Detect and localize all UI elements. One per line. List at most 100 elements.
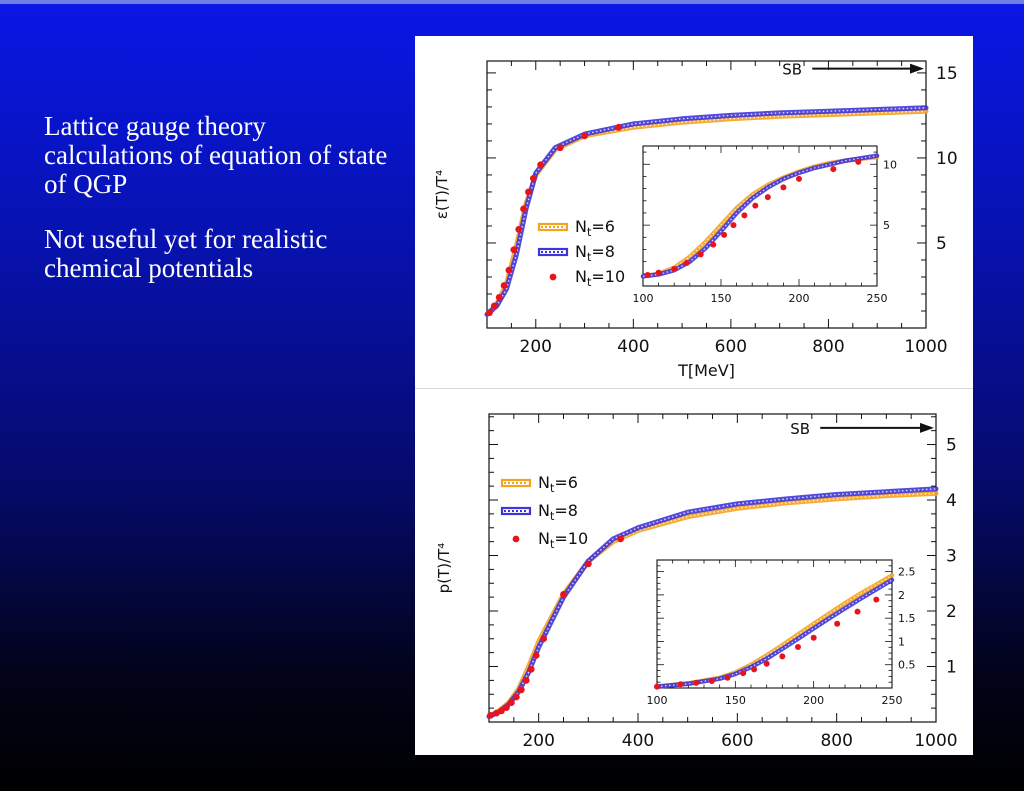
x-tick-label: 1000 (914, 731, 957, 751)
inset-frame (656, 559, 893, 689)
data-point-nt10 (505, 266, 513, 274)
x-tick-label: 600 (715, 337, 747, 357)
inset-point-nt10 (644, 272, 651, 279)
inset-point-nt10 (677, 681, 684, 688)
bullet-not-useful: Not useful yet for realistic chemical po… (44, 224, 328, 283)
x-tick-label: 800 (820, 731, 852, 751)
x-tick-label: 600 (721, 731, 753, 751)
x-tick-label: 400 (617, 337, 649, 357)
legend-swatch-nt10 (512, 535, 520, 543)
inset-x-tick-label: 100 (633, 292, 654, 305)
data-point-nt10 (617, 535, 625, 543)
legend-label: Nt=6 (538, 473, 578, 495)
slide-top-border (0, 0, 1024, 4)
inset-band-nt8 (654, 577, 895, 689)
legend-swatch-nt10 (549, 273, 557, 281)
inset-point-nt10 (693, 679, 700, 686)
inset-point-nt10 (708, 678, 715, 685)
inset-y-tick-label: 5 (883, 219, 890, 232)
figure-panel: 200 400 600 800 1000 5 10 15 T[MeV] ε(T)/T⁴ SB 100 1… (415, 36, 973, 755)
sb-arrow-head (910, 63, 924, 74)
inset-point-nt10 (741, 212, 748, 219)
inset-point-nt10 (730, 222, 737, 229)
inset-y-tick-label: 0.5 (898, 659, 916, 672)
y-tick-label: 5 (936, 234, 947, 254)
y-tick-label: 15 (936, 64, 958, 84)
inset-point-nt10 (655, 269, 662, 276)
inset-point-nt10 (796, 175, 802, 182)
data-point-nt10 (537, 161, 545, 169)
sb-annotation: SB (782, 61, 802, 79)
inset-point-nt10 (721, 231, 728, 238)
data-point-nt10 (556, 144, 564, 152)
data-point-nt10 (507, 699, 515, 706)
inset-point-nt10 (764, 194, 771, 201)
y-tick-label: 4 (946, 491, 957, 511)
data-point-nt10 (490, 302, 498, 310)
data-point-nt10 (487, 711, 494, 719)
data-point-nt10 (540, 635, 548, 643)
inset-x-tick-label: 250 (882, 694, 903, 707)
x-tick-label: 200 (520, 337, 552, 357)
series-hatch-nt8 (488, 488, 937, 718)
inset-point-nt10 (752, 202, 759, 209)
inset-y-tick-label: 2.5 (898, 566, 916, 579)
inset-point-nt10 (810, 634, 817, 641)
data-point-nt10 (486, 309, 493, 317)
data-point-nt10 (527, 665, 535, 673)
data-point-nt10 (525, 188, 532, 196)
legend-label: Nt=10 (575, 267, 625, 289)
inset-x-tick-label: 200 (789, 292, 810, 305)
inset-point-nt10 (710, 241, 717, 248)
x-tick-label: 200 (522, 731, 554, 751)
inset-hatch-nt8 (642, 155, 878, 277)
inset-point-nt10 (830, 166, 837, 173)
panel-divider (415, 388, 973, 389)
data-point-nt10 (532, 652, 540, 659)
data-point-nt10 (520, 205, 527, 213)
sb-annotation: SB (790, 420, 810, 438)
inset-x-tick-label: 200 (803, 694, 824, 707)
sb-arrow-head (920, 422, 934, 433)
y-axis-label: p(T)/T⁴ (435, 543, 453, 594)
inset-y-tick-label: 10 (883, 158, 897, 171)
inset-point-nt10 (795, 644, 801, 651)
data-point-nt10 (581, 132, 588, 140)
inset-point-nt10 (740, 670, 747, 677)
x-tick-label: 1000 (904, 337, 947, 357)
inset-x-tick-label: 150 (711, 292, 732, 305)
inset-point-nt10 (683, 259, 690, 266)
inset-point-nt10 (834, 620, 841, 627)
legend-label: Nt=8 (538, 501, 578, 523)
pressure-chart: 200400600800100012345T[MeV]p(T)/T⁴SB1001… (435, 413, 958, 751)
data-point-nt10 (495, 293, 503, 301)
inset-point-nt10 (780, 184, 787, 191)
inset-point-nt10 (724, 674, 731, 681)
inset-point-nt10 (671, 265, 678, 272)
inset-point-nt10 (855, 158, 862, 165)
inset-hatch-nt6 (656, 574, 893, 688)
energy-density-chart: 200 400 600 800 1000 5 10 15 T[MeV] ε(T)/T⁴ SB 100 1… (433, 60, 958, 380)
inset-point-nt10 (751, 666, 758, 673)
data-point-nt10 (498, 707, 505, 715)
data-point-nt10 (522, 676, 530, 684)
data-point-nt10 (515, 225, 523, 233)
y-tick-label: 2 (946, 602, 957, 622)
inset-x-tick-label: 250 (867, 292, 888, 305)
x-axis-label: T[MeV] (677, 361, 735, 380)
y-tick-label: 1 (946, 658, 957, 678)
y-tick-label: 10 (936, 149, 958, 169)
legend-label: Nt=10 (538, 529, 588, 551)
data-point-nt10 (615, 123, 623, 131)
data-point-nt10 (500, 282, 508, 289)
inset-point-nt10 (697, 251, 704, 258)
bullet-lattice: Lattice gauge theory calculations of equ… (44, 111, 388, 199)
x-tick-label: 400 (622, 731, 654, 751)
inset-y-tick-label: 2 (898, 589, 905, 602)
data-point-nt10 (529, 174, 537, 182)
inset-point-nt10 (763, 660, 770, 667)
inset-point-nt10 (873, 596, 880, 603)
slide-text: Lattice gauge theory calculations of equ… (44, 112, 394, 309)
inset-y-tick-label: 1 (898, 635, 905, 648)
y-axis-label: ε(T)/T⁴ (433, 170, 451, 219)
